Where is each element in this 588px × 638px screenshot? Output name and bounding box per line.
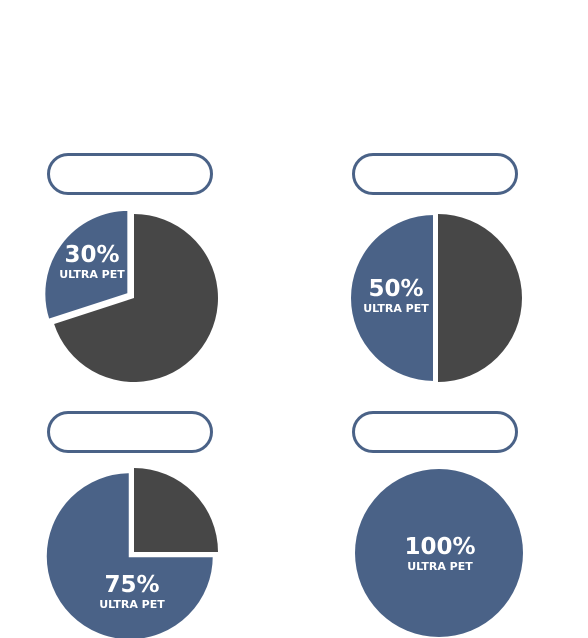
label-pill-75 xyxy=(47,411,213,453)
pie-chart-100: 100%ULTRA PET xyxy=(355,469,523,637)
pie-slice-remainder xyxy=(438,214,522,382)
pie-series-label: ULTRA PET xyxy=(59,268,125,281)
pie-series-label: ULTRA PET xyxy=(363,302,429,315)
pie-slice-ultra-pet xyxy=(349,212,435,384)
pie-percent-label: 100% xyxy=(404,534,475,560)
pie-slice-remainder xyxy=(134,468,218,552)
pie-chart-30: 30%ULTRA PET xyxy=(43,208,218,382)
pie-percent-label: 30% xyxy=(64,242,119,268)
pie-chart-50: 50%ULTRA PET xyxy=(349,212,522,384)
label-pill-30 xyxy=(47,153,213,195)
pie-series-label: ULTRA PET xyxy=(99,598,165,611)
pie-series-label: ULTRA PET xyxy=(407,560,473,573)
pie-chart-75: 75%ULTRA PET xyxy=(44,468,218,638)
pie-slice-ultra-pet xyxy=(44,471,215,638)
pie-percent-label: 75% xyxy=(104,572,159,598)
pie-slice-ultra-pet xyxy=(43,208,130,322)
label-pill-100 xyxy=(352,411,518,453)
pie-slice-ultra-pet xyxy=(355,469,523,637)
pie-percent-label: 50% xyxy=(368,276,423,302)
pie-slice-remainder xyxy=(54,214,218,382)
label-pill-50 xyxy=(352,153,518,195)
